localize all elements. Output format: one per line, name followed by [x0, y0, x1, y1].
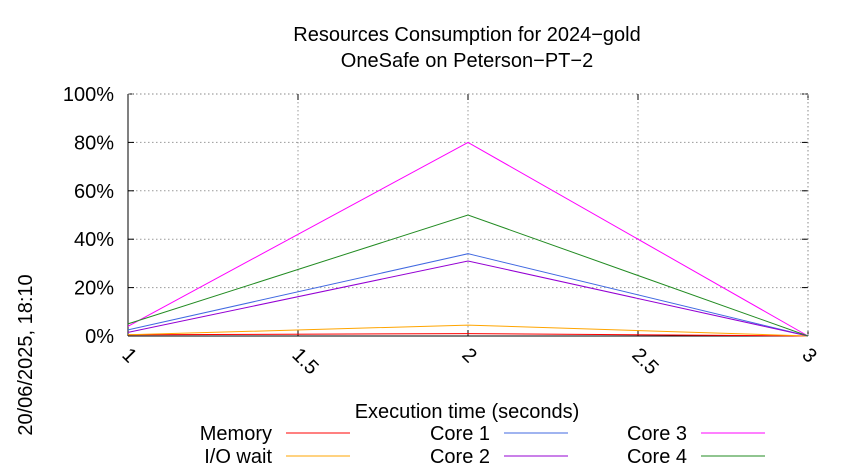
series-lines: [127, 141, 809, 337]
y-tick-label: 40%: [74, 229, 114, 251]
legend-label: Memory: [200, 423, 272, 445]
chart-title: Resources Consumption for 2024−gold: [293, 24, 640, 46]
series-line-memory: [127, 333, 809, 337]
y-tick-label: 0%: [85, 326, 114, 348]
series-line-core-3: [127, 141, 809, 337]
legend-label: Core 1: [430, 423, 490, 445]
y-tick-label: 100%: [63, 84, 114, 106]
x-tick-label: 1.5: [287, 344, 322, 379]
chart-subtitle: OneSafe on Peterson−PT−2: [341, 50, 593, 72]
x-tick-label: 2.5: [627, 344, 662, 379]
series-line-core-2: [127, 260, 809, 337]
legend-label: Core 3: [627, 423, 687, 445]
y-tick-label: 80%: [74, 132, 114, 154]
legend-label: I/O wait: [204, 446, 272, 468]
x-tick-label: 2: [457, 344, 480, 367]
series-line-i-o-wait: [127, 324, 809, 337]
y-tick-label: 60%: [74, 181, 114, 203]
x-tick-label: 3: [797, 344, 820, 367]
series-line-core-1: [127, 253, 809, 337]
x-tick-label: 1: [117, 344, 140, 367]
legend-label: Core 4: [627, 446, 687, 468]
timestamp-label: 20/06/2025, 18:10: [15, 274, 37, 435]
y-tick-label: 20%: [74, 278, 114, 300]
series-line-core-4: [127, 214, 809, 337]
legend-label: Core 2: [430, 446, 490, 468]
x-axis-label: Execution time (seconds): [355, 401, 580, 423]
